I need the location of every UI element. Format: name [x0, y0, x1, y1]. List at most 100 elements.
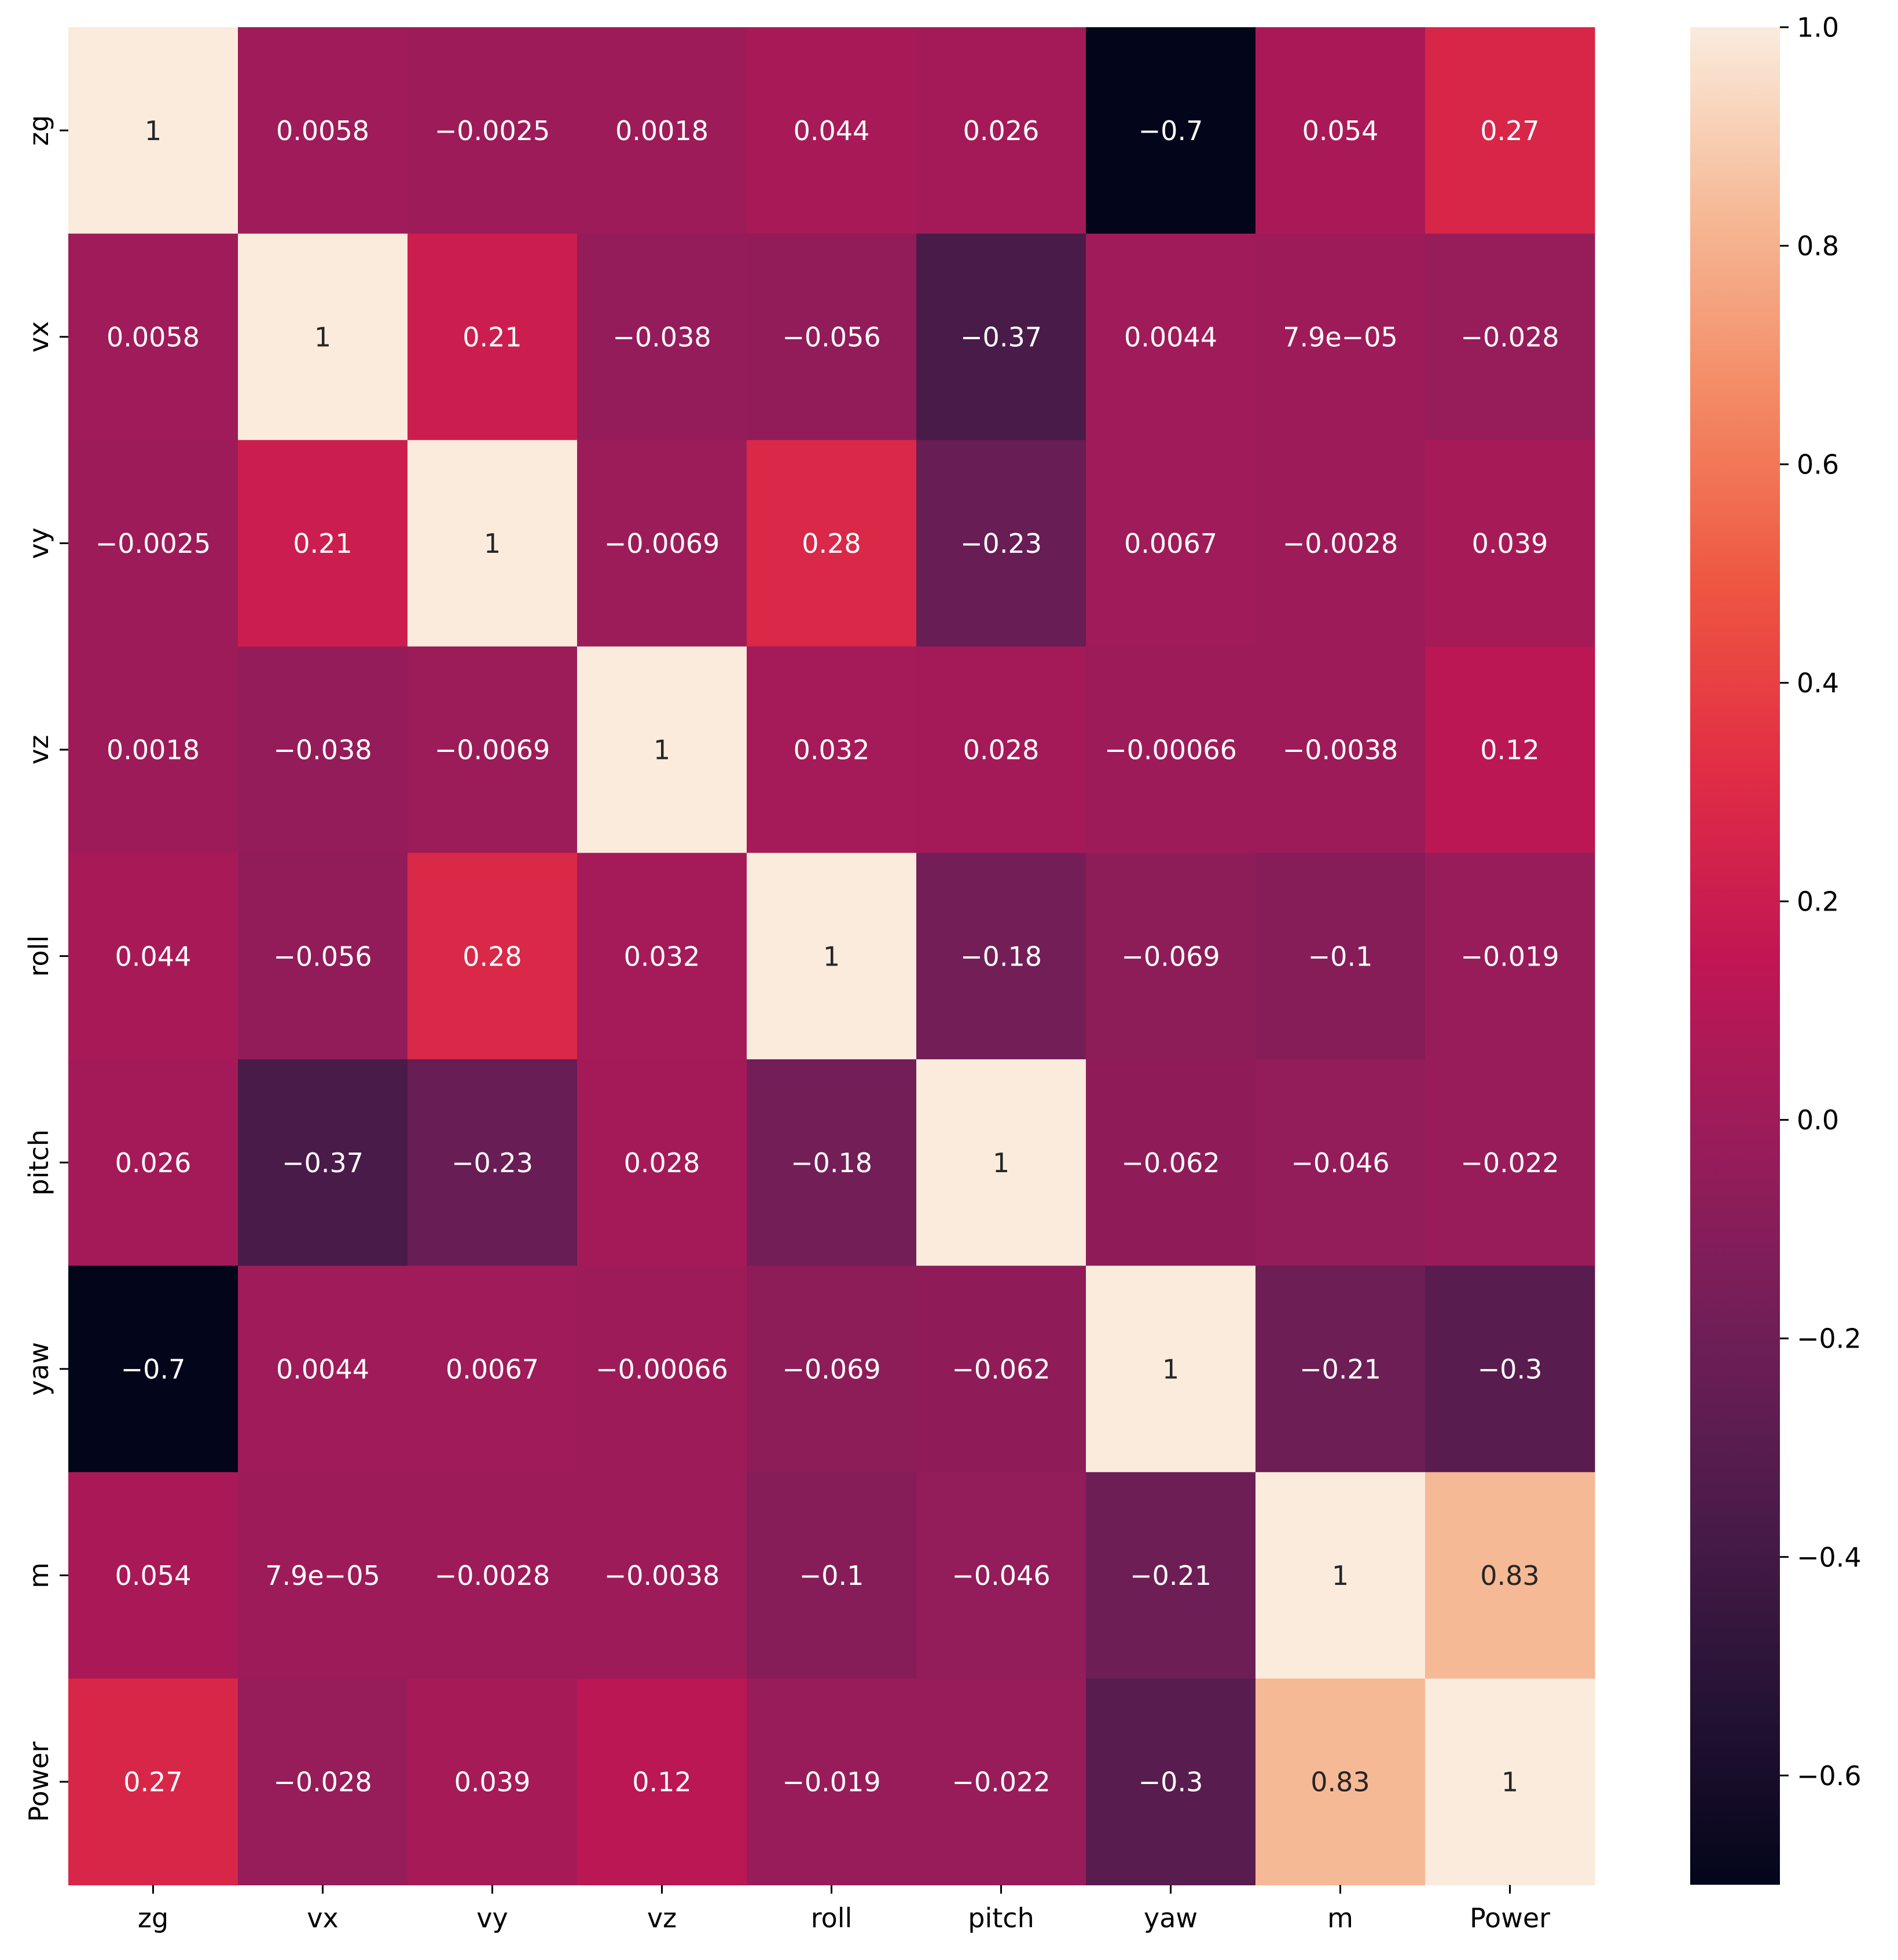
heatmap-cell-vx-roll — [747, 233, 917, 441]
colorbar-tick-label: 0.4 — [1797, 667, 1839, 699]
y-tick-label: zg — [23, 115, 54, 146]
x-tick-label: vz — [647, 1902, 677, 1933]
cell-value-label: 0.0044 — [1124, 321, 1217, 353]
cell-value-label: −0.23 — [960, 528, 1042, 559]
heatmap-cell-roll-Power — [1425, 853, 1595, 1060]
cell-value-label: −0.022 — [1460, 1147, 1559, 1179]
cell-value-label: 0.044 — [115, 941, 192, 972]
colorbar-gradient-bar — [1690, 27, 1780, 1885]
cell-value-label: −0.7 — [1139, 115, 1203, 146]
heatmap-cell-zg-zg — [68, 27, 238, 234]
heatmap-cell-zg-vy — [407, 27, 578, 234]
x-tick-label: vx — [307, 1902, 338, 1933]
heatmap-cell-vx-yaw — [1086, 233, 1256, 441]
cell-value-label: −0.0038 — [604, 1560, 720, 1591]
heatmap-cell-m-m — [1255, 1472, 1426, 1679]
heatmap-cell-Power-zg — [68, 1678, 238, 1885]
x-tick-label: vy — [476, 1902, 508, 1933]
heatmap-cell-zg-vz — [577, 27, 747, 234]
heatmap-cell-m-yaw — [1086, 1472, 1256, 1679]
colorbar-tick-label: 0.8 — [1797, 230, 1839, 262]
cell-value-label: −0.00066 — [1104, 735, 1237, 766]
y-tick-label: vz — [23, 735, 54, 764]
heatmap-cell-pitch-roll — [747, 1059, 917, 1267]
colorbar-tick-label: 0.6 — [1797, 449, 1839, 480]
colorbar: −0.6 −0.4 −0.2 0.0 0.2 0.4 0.6 0.8 1.0 — [1690, 12, 1862, 1885]
heatmap-cell-vx-vx — [238, 233, 408, 441]
heatmap-cell-m-vz — [577, 1472, 747, 1679]
heatmap-cell-Power-m — [1255, 1678, 1426, 1885]
heatmap-cell-Power-roll — [747, 1678, 917, 1885]
x-tick-label: yaw — [1144, 1902, 1198, 1933]
cell-value-label: 1 — [993, 1147, 1009, 1179]
heatmap-cell-Power-vy — [407, 1678, 578, 1885]
cell-value-label: 7.9e−05 — [265, 1560, 380, 1591]
cell-value-label: −0.038 — [273, 735, 372, 766]
heatmap-cell-yaw-roll — [747, 1265, 917, 1473]
cell-value-label: 0.028 — [963, 735, 1040, 766]
heatmap-cell-vy-Power — [1425, 440, 1595, 647]
cell-value-label: −0.18 — [791, 1147, 872, 1179]
heatmap-cell-pitch-yaw — [1086, 1059, 1256, 1267]
heatmap-cell-m-Power — [1425, 1472, 1595, 1679]
heatmap-cell-roll-roll — [747, 853, 917, 1060]
cell-value-label: 0.026 — [115, 1147, 192, 1179]
colorbar-tick-label: 0.0 — [1797, 1104, 1839, 1136]
heatmap-cell-vx-Power — [1425, 233, 1595, 441]
heatmap-cell-vz-yaw — [1086, 646, 1256, 853]
cell-value-label: 7.9e−05 — [1283, 321, 1398, 353]
cell-value-label: 0.12 — [1480, 735, 1539, 766]
cell-value-label: 0.0044 — [276, 1353, 369, 1385]
y-tick-label: yaw — [23, 1342, 54, 1396]
heatmap-cell-yaw-vx — [238, 1265, 408, 1473]
heatmap-cell-vy-roll — [747, 440, 917, 647]
cell-value-label: 1 — [145, 115, 161, 146]
cell-value-label: −0.7 — [121, 1353, 186, 1385]
x-tick-label: roll — [811, 1902, 853, 1933]
x-tick-label: m — [1327, 1902, 1353, 1933]
cell-value-label: 0.054 — [1302, 115, 1379, 146]
cell-value-label: 0.039 — [1472, 528, 1548, 559]
cell-value-label: −0.0069 — [435, 735, 550, 766]
cell-value-label: −0.1 — [1308, 941, 1373, 972]
heatmap-cell-yaw-m — [1255, 1265, 1426, 1473]
cell-value-label: 0.83 — [1480, 1560, 1539, 1591]
heatmap-cell-vy-vz — [577, 440, 747, 647]
cell-value-label: −0.069 — [782, 1353, 880, 1385]
heatmap-cell-zg-pitch — [916, 27, 1086, 234]
cell-value-label: −0.056 — [273, 941, 372, 972]
cell-value-label: −0.038 — [612, 321, 711, 353]
x-axis: zg vx vy vz roll pitch yaw m Power — [138, 1885, 1550, 1933]
heatmap-cell-roll-zg — [68, 853, 238, 1060]
cell-value-label: 1 — [1501, 1767, 1518, 1798]
heatmap-cell-roll-yaw — [1086, 853, 1256, 1060]
cell-value-label: −0.062 — [952, 1353, 1050, 1385]
cell-value-label: −0.1 — [799, 1560, 864, 1591]
cell-value-label: −0.0028 — [1283, 528, 1398, 559]
heatmap-cell-Power-vz — [577, 1678, 747, 1885]
cell-value-label: −0.019 — [1460, 941, 1559, 972]
heatmap-cell-vx-zg — [68, 233, 238, 441]
heatmap-cell-vx-vy — [407, 233, 578, 441]
heatmap-cell-vx-pitch — [916, 233, 1086, 441]
cell-value-label: −0.0028 — [435, 1560, 550, 1591]
heatmap-cell-yaw-yaw — [1086, 1265, 1256, 1473]
cell-value-label: −0.18 — [960, 941, 1042, 972]
cell-value-label: −0.062 — [1121, 1147, 1220, 1179]
y-tick-label: roll — [23, 935, 54, 977]
cell-value-label: 1 — [823, 941, 840, 972]
heatmap-cell-zg-m — [1255, 27, 1426, 234]
heatmap-cell-yaw-pitch — [916, 1265, 1086, 1473]
cell-value-label: −0.0038 — [1283, 735, 1398, 766]
cell-value-label: 0.28 — [802, 528, 861, 559]
cell-value-label: −0.3 — [1478, 1353, 1543, 1385]
heatmap-cell-vy-yaw — [1086, 440, 1256, 647]
heatmap-cell-Power-vx — [238, 1678, 408, 1885]
heatmap-cell-m-pitch — [916, 1472, 1086, 1679]
cell-value-label: −0.3 — [1139, 1767, 1203, 1798]
cell-value-label: 0.028 — [624, 1147, 700, 1179]
heatmap-cell-pitch-vz — [577, 1059, 747, 1267]
heatmap-cell-Power-Power — [1425, 1678, 1595, 1885]
